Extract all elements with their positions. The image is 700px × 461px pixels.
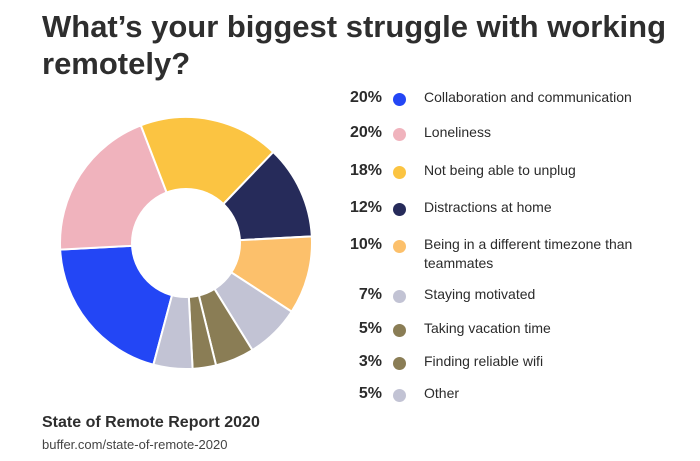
legend-swatch xyxy=(393,93,406,106)
legend-label: Other xyxy=(424,385,460,401)
legend-label: Distractions at home xyxy=(424,199,552,215)
source-title: State of Remote Report 2020 xyxy=(42,414,260,431)
legend-swatch xyxy=(393,324,406,337)
legend-value: 5% xyxy=(358,385,382,402)
donut-chart xyxy=(59,116,313,370)
legend-value: 7% xyxy=(358,286,382,303)
legend-label: Taking vacation time xyxy=(424,320,551,336)
legend-swatch xyxy=(393,389,406,402)
legend-value: 10% xyxy=(349,236,382,253)
legend-item-staying-motivated: 7% Staying motivated xyxy=(330,279,690,319)
legend-swatch xyxy=(393,166,406,179)
legend-value: 18% xyxy=(349,162,382,179)
legend-swatch xyxy=(393,240,406,253)
legend-label: Being in a different timezone than teamm… xyxy=(424,236,633,271)
legend-item-collaboration-and-communication: 20% Collaboration and communication xyxy=(330,82,690,122)
legend-swatch xyxy=(393,203,406,216)
legend-value: 20% xyxy=(349,124,382,141)
legend-item-taking-vacation-time: 5% Taking vacation time xyxy=(330,313,690,353)
donut-hole xyxy=(131,188,241,298)
source-url: buffer.com/state-of-remote-2020 xyxy=(42,437,228,452)
chart-title: What’s your biggest struggle with workin… xyxy=(42,9,667,81)
legend-item-being-in-a-different-timezone-than-teammates: 10% Being in a different timezone than te… xyxy=(330,229,690,271)
legend-item-finding-reliable-wifi: 3% Finding reliable wifi xyxy=(330,346,690,386)
legend-item-not-being-able-to-unplug: 18% Not being able to unplug xyxy=(330,155,690,195)
legend-label: Loneliness xyxy=(424,124,491,140)
legend-value: 20% xyxy=(349,89,382,106)
legend-swatch xyxy=(393,357,406,370)
legend-swatch xyxy=(393,128,406,141)
legend-value: 5% xyxy=(358,320,382,337)
legend-value: 3% xyxy=(358,353,382,370)
legend-item-loneliness: 20% Loneliness xyxy=(330,117,690,157)
legend-label: Staying motivated xyxy=(424,286,536,302)
legend-value: 12% xyxy=(349,199,382,216)
legend-item-other: 5% Other xyxy=(330,378,690,418)
legend-label: Collaboration and communication xyxy=(424,89,632,105)
legend-item-distractions-at-home: 12% Distractions at home xyxy=(330,192,690,232)
legend-label: Finding reliable wifi xyxy=(424,353,544,369)
legend-label: Not being able to unplug xyxy=(424,162,576,178)
legend-swatch xyxy=(393,290,406,303)
